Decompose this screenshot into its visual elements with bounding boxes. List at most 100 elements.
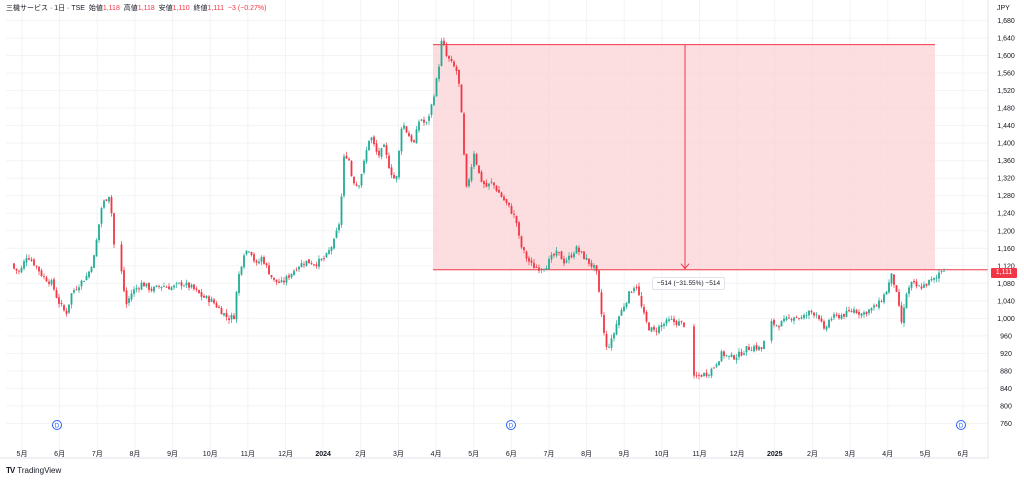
candle-body (488, 183, 490, 187)
candle-body (570, 255, 573, 258)
candle-body (173, 285, 175, 288)
candle-body (338, 224, 340, 231)
candle-body (75, 289, 78, 291)
candle-body (785, 317, 788, 320)
symbol-title[interactable]: 三機サービス · 1日 · TSE (6, 5, 85, 12)
candle-body (415, 129, 418, 144)
price-tick-label: 1,040 (997, 298, 1015, 305)
time-tick-label: 9月 (619, 450, 630, 458)
candle-body (150, 288, 153, 291)
candle-body (705, 372, 708, 377)
candle-body (293, 270, 295, 275)
candle-body (88, 271, 90, 278)
dividend-marker[interactable]: D (506, 420, 516, 430)
candle-body (110, 197, 113, 214)
candle-body (183, 285, 185, 287)
price-tick-label: 1,480 (997, 106, 1015, 113)
range-measure-label: −514 (−31.55%) −514 (652, 277, 726, 290)
candle-body (793, 317, 795, 321)
candle-body (498, 189, 500, 193)
time-axis[interactable]: 5月 6月 7月 8月 9月 10月 11月 12月 2024 2月 3月 4月 5月 6月 7月 8月 9月 1… (0, 450, 988, 459)
dividend-marker[interactable]: D (956, 420, 966, 430)
candle-body (158, 286, 160, 287)
candle-body (238, 273, 240, 294)
candle-body (363, 160, 365, 173)
tradingview-brand[interactable]: TV TradingView (6, 466, 61, 475)
candle-body (790, 319, 793, 321)
candle-body (925, 283, 928, 286)
candle-body (43, 276, 45, 278)
candle-body (683, 322, 685, 327)
candle-body (28, 258, 30, 260)
candle-body (635, 286, 638, 288)
price-tick-label: 1,400 (997, 141, 1015, 148)
candle-body (285, 276, 288, 283)
candle-body (795, 317, 798, 318)
candle-body (590, 262, 593, 267)
candle-body (560, 251, 563, 260)
candle-body (728, 355, 730, 357)
candle-body (630, 292, 633, 293)
price-tick-label: 1,120 (997, 263, 1015, 270)
candle-body (693, 326, 695, 376)
candle-body (653, 326, 655, 330)
candle-body (660, 324, 663, 328)
candle-body (723, 351, 725, 357)
candle-body (810, 311, 813, 313)
candle-body (510, 206, 513, 214)
candle-body (273, 277, 275, 280)
dividend-marker[interactable]: D (52, 420, 62, 430)
candle-body (308, 259, 310, 264)
candle-body (213, 299, 215, 304)
candle-body (45, 277, 48, 282)
candle-body (145, 283, 148, 287)
candle-body (13, 263, 15, 269)
candle-body (223, 313, 225, 316)
candle-body (545, 268, 548, 270)
candle-body (425, 122, 428, 123)
candle-body (40, 270, 43, 276)
candle-body (148, 283, 150, 290)
candle-body (390, 167, 393, 176)
candle-body (550, 254, 553, 260)
candle-body (278, 281, 280, 283)
time-tick-label: 2月 (355, 450, 366, 458)
candle-body (170, 287, 173, 290)
candle-body (370, 137, 373, 141)
candle-body (128, 298, 130, 303)
candle-body (620, 310, 623, 316)
candle-body (93, 255, 95, 268)
candle-body (348, 158, 350, 161)
price-tick-label: 1,000 (997, 316, 1015, 323)
candle-body (580, 251, 583, 253)
candle-body (640, 295, 643, 307)
candle-body (378, 150, 380, 156)
candle-body (175, 283, 178, 285)
price-range-tool[interactable] (433, 44, 988, 271)
candle-body (943, 270, 945, 272)
candle-body (30, 259, 33, 261)
candle-body (100, 208, 103, 224)
candle-body (700, 375, 703, 377)
candle-body (720, 351, 723, 362)
candle-body (283, 280, 285, 283)
candle-body (63, 305, 65, 311)
candle-body (518, 222, 520, 236)
candle-body (253, 254, 255, 262)
candle-body (855, 310, 858, 314)
candle-body (913, 280, 915, 283)
candle-body (413, 140, 415, 143)
price-axis[interactable]: 7608008408809209601,0001,0401,0801,1201,… (987, 0, 1015, 458)
time-tick-label: 10月 (654, 450, 669, 458)
candle-body (670, 319, 673, 320)
candle-body (368, 140, 370, 151)
candle-body (303, 264, 305, 266)
candle-body (588, 258, 590, 264)
candle-body (838, 315, 840, 319)
candle-body (345, 155, 348, 159)
open-value: 1,118 (102, 5, 120, 12)
candle-body (583, 251, 585, 260)
candle-body (920, 286, 923, 289)
